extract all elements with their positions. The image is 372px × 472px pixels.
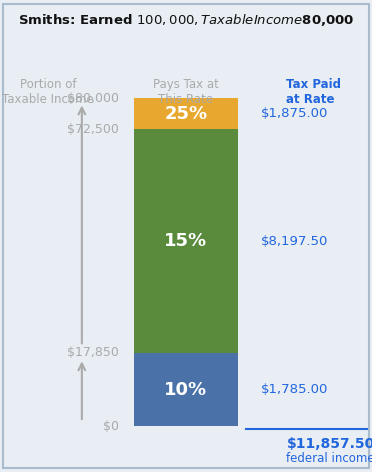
Text: Tax Paid
at Rate: Tax Paid at Rate [286, 78, 341, 106]
Bar [134, 99, 238, 129]
Bar [134, 129, 238, 353]
Bar [134, 353, 238, 426]
Text: 15%: 15% [164, 232, 208, 250]
Text: $1,875.00: $1,875.00 [260, 107, 328, 120]
Text: $17,850: $17,850 [67, 346, 119, 360]
Text: Pays Tax at
This Rate: Pays Tax at This Rate [153, 78, 219, 106]
Text: Smiths: Earned $100,000, Taxable Income $80,000: Smiths: Earned $100,000, Taxable Income … [18, 12, 354, 28]
Text: 10%: 10% [164, 380, 208, 398]
Text: federal income tax: federal income tax [286, 452, 372, 465]
Text: Portion of
Taxable Income: Portion of Taxable Income [3, 78, 94, 106]
Text: $1,785.00: $1,785.00 [260, 383, 328, 396]
Text: $8,197.50: $8,197.50 [260, 235, 328, 248]
Text: 25%: 25% [164, 105, 208, 123]
Text: $72,500: $72,500 [67, 123, 119, 136]
Text: $80,000: $80,000 [67, 92, 119, 105]
Text: $11,857.50: $11,857.50 [286, 437, 372, 451]
Text: $0: $0 [103, 420, 119, 432]
